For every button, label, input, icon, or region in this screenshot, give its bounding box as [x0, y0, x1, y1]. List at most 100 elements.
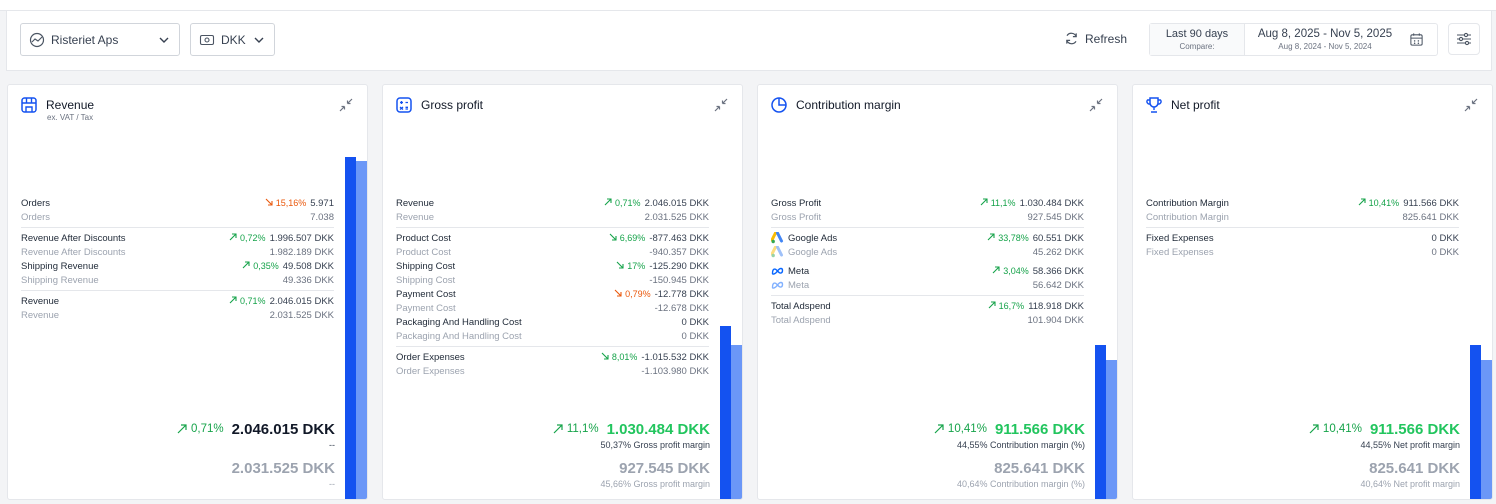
trend-up-icon [980, 198, 988, 208]
metric-label: Product Cost [396, 232, 451, 244]
card-subtitle: ex. VAT / Tax [47, 113, 94, 122]
previous-period-bar [1106, 360, 1117, 499]
change-indicator: 6,69% [609, 233, 646, 243]
change-indicator: 15,16% [265, 198, 307, 208]
previous-value: 56.642 DKK [1032, 279, 1084, 291]
previous-label: Meta [788, 279, 810, 291]
metric-label-wrap: Revenue [396, 198, 434, 209]
sparkline-chart [758, 129, 1098, 175]
change-value: 0,72% [240, 233, 266, 243]
currency-select[interactable]: DKK [190, 23, 275, 56]
metric-row-previous: Total Adspend 101.904 DKK [771, 313, 1084, 327]
trend-up-icon [553, 424, 563, 434]
change-indicator: 33,78% [987, 233, 1029, 243]
current-period-bar [345, 157, 356, 499]
change-indicator: 0,71% [229, 296, 266, 306]
metric-value-wrap: 0,72% 1.996.507 DKK [229, 233, 334, 244]
metric-group: Revenue After Discounts 0,72% 1.996.507 DK… [21, 228, 334, 291]
collapse-icon[interactable] [338, 97, 354, 118]
metric-value: 1.030.484 DKK [1019, 197, 1084, 209]
change-value: 15,16% [275, 198, 307, 208]
trend-up-icon [1309, 424, 1319, 434]
metric-row: Revenue After Discounts 0,72% 1.996.507 DK… [21, 231, 334, 245]
metric-label-wrap: Fixed Expenses [1146, 233, 1214, 244]
metric-label-wrap: Packaging And Handling Cost [396, 331, 522, 342]
collapse-icon[interactable] [713, 97, 729, 118]
chevron-down-icon [159, 37, 169, 43]
metric-value-wrap: 3,04% 58.366 DKK [992, 266, 1084, 277]
metric-label: Google Ads [788, 232, 838, 244]
change-value: 3,04% [1003, 266, 1029, 276]
previous-value: 49.336 DKK [282, 274, 334, 286]
previous-period-bar [731, 345, 742, 499]
previous-label: Payment Cost [396, 302, 456, 314]
metric-value-wrap: 6,69% -877.463 DKK [609, 233, 709, 244]
compare-date-range: Aug 8, 2024 - Nov 5, 2024 [1278, 42, 1372, 51]
metric-label: Order Expenses [396, 351, 465, 363]
metric-label-wrap: Contribution Margin [1146, 198, 1229, 209]
total-main: 11,1% 1.030.484 DKK [553, 421, 710, 438]
change-value: 11,1% [990, 198, 1016, 208]
refresh-button[interactable]: Refresh [1064, 31, 1127, 46]
metric-value: -877.463 DKK [649, 232, 709, 244]
metric-row: Fixed Expenses 0 DKK [1146, 231, 1459, 245]
store-globe-icon [29, 32, 45, 48]
metric-label: Gross Profit [771, 197, 822, 209]
card-totals: 11,1% 1.030.484 DKK 50,37% Gross profit ma… [553, 421, 710, 489]
date-range-picker[interactable]: Last 90 days Compare: Aug 8, 2025 - Nov … [1149, 23, 1438, 56]
metric-group: Google Ads 33,78% 60.551 DKK Google Ads 45.2… [771, 228, 1084, 296]
trend-up-icon [604, 198, 612, 208]
metric-value: 2.046.015 DKK [269, 295, 334, 307]
previous-value: -150.945 DKK [649, 274, 709, 286]
metric-value: 118.918 DKK [1028, 300, 1084, 312]
collapse-icon[interactable] [1463, 97, 1479, 118]
metric-row-previous: Fixed Expenses 0 DKK [1146, 245, 1459, 259]
trend-down-icon [614, 289, 622, 299]
change-value: 6,69% [619, 233, 646, 243]
metric-label-wrap: Gross Profit [771, 212, 821, 223]
metric-label: Meta [788, 265, 810, 277]
metric-group: Revenue 0,71% 2.046.015 DKK Revenue 2.031.52… [396, 193, 709, 228]
metric-value-wrap: 0,79% -12.778 DKK [614, 289, 709, 300]
metric-label-wrap: Contribution Margin [1146, 212, 1229, 223]
trend-down-icon [265, 198, 273, 208]
trend-up-icon [242, 261, 250, 271]
total-change-value: 10,41% [1322, 423, 1362, 435]
refresh-icon [1066, 32, 1077, 45]
company-select[interactable]: Risteriet Aps [20, 23, 180, 56]
metric-row: Product Cost 6,69% -877.463 DKK [396, 231, 709, 245]
sliders-icon [1457, 32, 1471, 46]
metric-row: Payment Cost 0,79% -12.778 DKK [396, 287, 709, 301]
calculator-icon [395, 96, 413, 114]
previous-value: 2.031.525 DKK [644, 211, 709, 223]
previous-total-value: 825.641 DKK [1369, 460, 1460, 477]
settings-button[interactable] [1448, 23, 1480, 55]
date-range-values[interactable]: Aug 8, 2025 - Nov 5, 2025 Aug 8, 2024 - … [1245, 24, 1405, 55]
previous-label: Shipping Cost [396, 274, 456, 286]
range-preset[interactable]: Last 90 days Compare: [1150, 24, 1245, 55]
metric-row-previous: Revenue 2.031.525 DKK [396, 210, 709, 224]
total-change-value: 10,41% [947, 423, 987, 435]
metric-value: 911.566 DKK [1403, 197, 1459, 209]
previous-value: 825.641 DKK [1402, 211, 1459, 223]
comparison-bar [345, 123, 367, 499]
card-title: Revenue [46, 98, 95, 112]
metric-row: Meta 3,04% 58.366 DKK [771, 264, 1084, 278]
previous-label: Packaging And Handling Cost [396, 330, 522, 342]
metric-value: 60.551 DKK [1032, 232, 1084, 244]
metric-label-wrap: Orders [21, 212, 50, 223]
metric-rows: Contribution Margin 10,41% 911.566 DKK Cont… [1146, 193, 1459, 262]
previous-value: 2.031.525 DKK [269, 309, 334, 321]
metric-row: Revenue 0,71% 2.046.015 DKK [396, 196, 709, 210]
change-indicator: 11,1% [980, 198, 1016, 208]
metric-label-wrap: Packaging And Handling Cost [396, 317, 522, 328]
metric-label-wrap: Shipping Revenue [21, 261, 99, 272]
metric-label-wrap: Google Ads [771, 246, 837, 258]
metric-value: 0 DKK [681, 316, 709, 328]
change-value: 0,79% [625, 289, 651, 299]
collapse-icon[interactable] [1088, 97, 1104, 118]
metric-row: Gross Profit 11,1% 1.030.484 DKK [771, 196, 1084, 210]
total-note: -- [329, 440, 335, 450]
trend-up-icon [609, 233, 617, 243]
meta-icon [771, 280, 784, 290]
